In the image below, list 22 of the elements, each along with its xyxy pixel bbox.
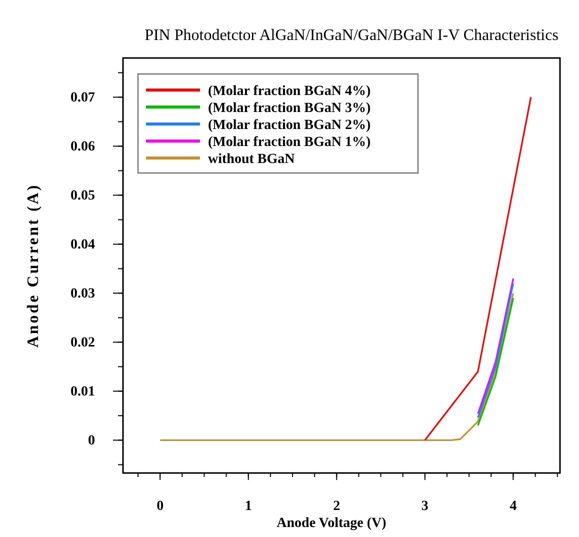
y-tick-label: 0.04 — [70, 238, 95, 253]
line-series — [159, 292, 514, 441]
x-tick-label: 0 — [156, 498, 164, 514]
y-tick-label: 0 — [88, 434, 95, 449]
x-tick-label: 2 — [333, 498, 340, 514]
chart-title: PIN Photodetctor AlGaN/InGaN/GaN/BGaN I-V Characteristics — [144, 27, 558, 44]
legend-label: (Molar fraction BGaN 4%) — [208, 84, 371, 99]
y-tick-label: 0.01 — [70, 384, 95, 400]
x-tick-label: 4 — [510, 498, 517, 514]
legend-label: (Molar fraction BGaN 3%) — [208, 101, 371, 116]
x-axis-title: Anode Voltage (V) — [276, 516, 387, 531]
y-tick-label: 0.05 — [70, 188, 95, 204]
legend-label: (Molar fraction BGaN 1%) — [208, 135, 371, 150]
x-tick-label: 3 — [421, 498, 428, 514]
legend-label: without BGaN — [208, 152, 295, 167]
y-tick-label: 0.03 — [70, 286, 95, 302]
x-tick-label: 1 — [244, 498, 252, 514]
y-tick-label: 0.06 — [70, 140, 95, 155]
y-tick-label: 0.02 — [70, 336, 95, 351]
y-tick-label: 0.07 — [70, 90, 95, 106]
y-axis-title: Anode Current (A) — [25, 183, 42, 348]
legend-label: (Molar fraction BGaN 2%) — [208, 118, 371, 133]
